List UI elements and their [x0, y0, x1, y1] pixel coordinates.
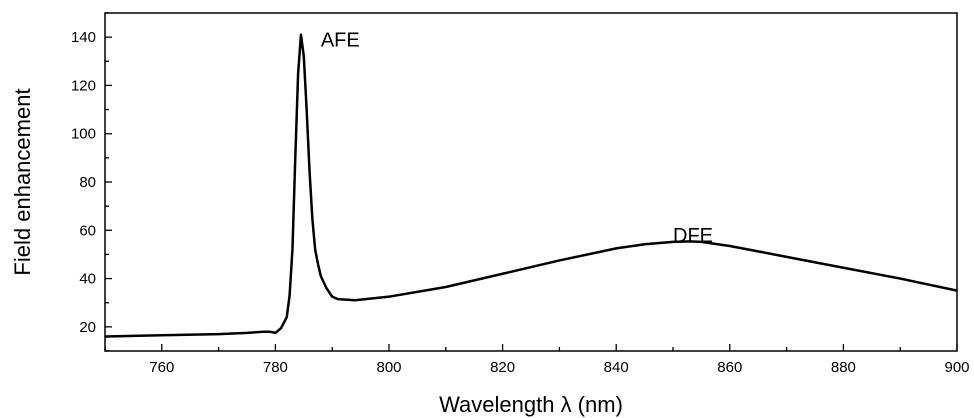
x-tick-label: 840	[604, 359, 629, 376]
x-tick-label: 800	[376, 359, 401, 376]
plot-frame	[104, 12, 958, 352]
annotation-afe: AFE	[321, 30, 360, 52]
ticks	[104, 12, 958, 352]
y-tick-label: 140	[71, 29, 96, 46]
y-tick-label: 80	[79, 174, 96, 191]
y-tick-label: 20	[79, 319, 96, 336]
x-axis-label: Wavelength λ (nm)	[439, 392, 623, 417]
y-tick-label: 100	[71, 126, 96, 143]
x-tick-label: 760	[149, 359, 174, 376]
y-tick-label: 120	[71, 77, 96, 94]
x-tick-label: 860	[717, 359, 742, 376]
y-tick-label: 40	[79, 271, 96, 288]
series-line	[104, 33, 958, 338]
tick-labels: 760 780 800 820 840 860 880 900 20 40 60 80 100 120 14…	[71, 29, 970, 376]
annotation-dfe: DFE	[673, 225, 713, 247]
x-tick-label: 780	[263, 359, 288, 376]
x-tick-label: 900	[944, 359, 969, 376]
y-axis-label: Field enhancement	[10, 88, 35, 275]
x-tick-label: 880	[831, 359, 856, 376]
x-tick-label: 820	[490, 359, 515, 376]
y-tick-label: 60	[79, 222, 96, 239]
